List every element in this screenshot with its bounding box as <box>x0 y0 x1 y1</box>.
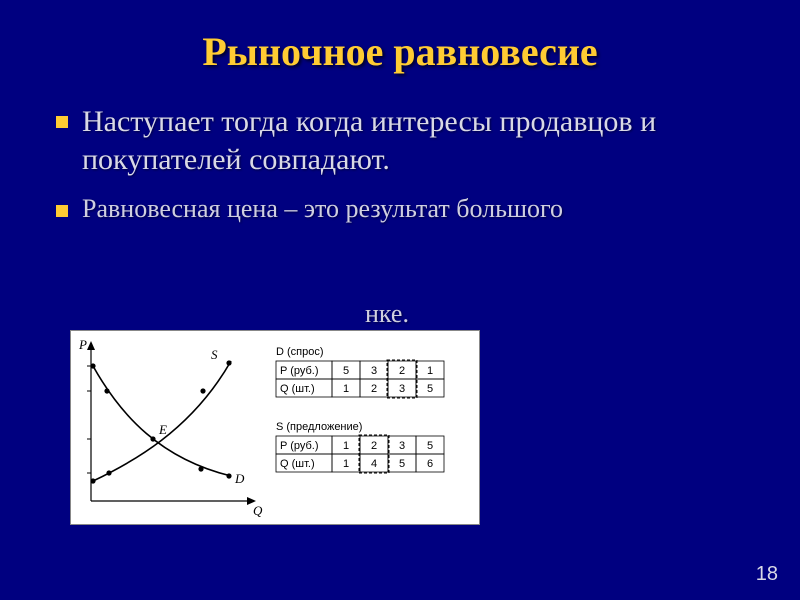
bullet-text: Равновесная цена – это результат большог… <box>82 194 563 223</box>
bullet-text: Наступает тогда когда интересы продавцов… <box>82 105 656 176</box>
bullet-item: Наступает тогда когда интересы продавцов… <box>50 103 750 178</box>
svg-text:P (руб.): P (руб.) <box>280 365 319 377</box>
svg-text:Q (шт.): Q (шт.) <box>280 383 315 395</box>
svg-text:E: E <box>158 422 167 437</box>
svg-text:2: 2 <box>399 365 405 377</box>
page-number: 18 <box>756 563 778 586</box>
svg-text:D (спрос): D (спрос) <box>276 346 324 358</box>
svg-text:5: 5 <box>399 458 405 470</box>
svg-text:5: 5 <box>343 365 349 377</box>
svg-text:2: 2 <box>371 383 377 395</box>
text-fragment: нке. <box>365 297 409 331</box>
svg-text:2: 2 <box>371 440 377 452</box>
svg-text:6: 6 <box>427 458 433 470</box>
svg-text:1: 1 <box>427 365 433 377</box>
svg-text:Q: Q <box>253 503 263 518</box>
svg-text:P: P <box>78 337 87 352</box>
svg-text:S: S <box>211 347 218 362</box>
svg-text:5: 5 <box>427 440 433 452</box>
svg-text:3: 3 <box>399 440 405 452</box>
svg-text:5: 5 <box>427 383 433 395</box>
svg-text:4: 4 <box>371 458 377 470</box>
svg-text:S (предложение): S (предложение) <box>276 421 362 433</box>
bullet-list: Наступает тогда когда интересы продавцов… <box>50 103 750 226</box>
svg-text:3: 3 <box>399 383 405 395</box>
svg-text:1: 1 <box>343 458 349 470</box>
svg-text:P (руб.): P (руб.) <box>280 440 319 452</box>
slide: Рыночное равновесие Наступает тогда когд… <box>0 0 800 600</box>
fragment-tail: нке. <box>365 299 409 328</box>
slide-title: Рыночное равновесие <box>50 28 750 75</box>
svg-text:3: 3 <box>371 365 377 377</box>
chart-svg: P Q S D E D (спрос) P (руб.) 5 3 2 1 Q (шт.) 1 2 3 5 S (… <box>71 331 481 526</box>
svg-text:D: D <box>234 471 245 486</box>
svg-text:1: 1 <box>343 440 349 452</box>
svg-text:Q (шт.): Q (шт.) <box>280 458 315 470</box>
equilibrium-chart: P Q S D E D (спрос) P (руб.) 5 3 2 1 Q (шт.) 1 2 3 5 S (… <box>70 330 480 525</box>
bullet-item: Равновесная цена – это результат большог… <box>50 192 750 226</box>
svg-text:1: 1 <box>343 383 349 395</box>
